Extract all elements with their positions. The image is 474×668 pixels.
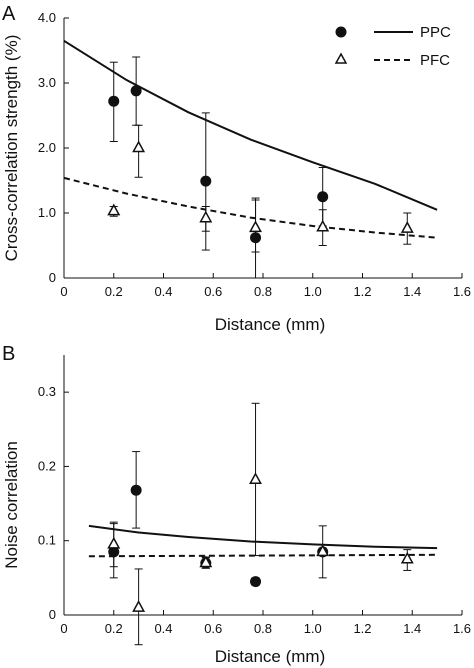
y-tick-label: 0.2 <box>38 458 56 473</box>
x-tick-label: 0.4 <box>154 621 172 636</box>
y-tick-label: 3.0 <box>38 75 56 90</box>
data-point-pfc <box>316 544 330 557</box>
legend-label-pfc: PFC <box>420 52 450 69</box>
x-tick-label: 1.4 <box>403 284 421 299</box>
fit-line-pfc <box>88 553 438 558</box>
data-point-pfc <box>132 600 146 612</box>
x-tick-label: 1.2 <box>353 284 371 299</box>
x-tick-label: 0.8 <box>254 284 272 299</box>
legend: PPC PFC <box>334 24 451 69</box>
axis-label-x-b: Distance (mm) <box>215 647 326 666</box>
data-point-pfc <box>199 210 213 223</box>
y-tick-label: 0 <box>49 270 56 285</box>
x-tick-label: 0.6 <box>204 284 222 299</box>
x-tick-label: 1.0 <box>304 621 322 636</box>
y-tick-label: 0.3 <box>38 384 56 399</box>
x-tick-label: 0.4 <box>154 284 172 299</box>
legend-marker-ppc <box>335 26 347 38</box>
fit-line-ppc <box>63 39 438 211</box>
y-tick-label: 4.0 <box>38 10 56 25</box>
x-tick-label: 1.6 <box>453 284 471 299</box>
x-tick-label: 0.2 <box>105 284 123 299</box>
legend-marker-pfc <box>334 52 348 64</box>
x-tick-label: 1.4 <box>403 621 421 636</box>
panel-label-a: A <box>2 3 16 25</box>
x-tick-label: 0.8 <box>254 621 272 636</box>
fit-line-pfc <box>63 176 438 239</box>
data-point-pfc <box>316 219 330 232</box>
data-point-pfc <box>107 536 121 549</box>
plot-area-a: 0 0.2 0.4 0.6 0.8 1.0 1.2 1.4 1.6 0 1.0 2.0 3.0 4.0 <box>38 10 471 299</box>
data-point-ppc <box>108 95 120 107</box>
x-tick-label: 1.6 <box>453 621 471 636</box>
data-point-ppc <box>130 85 142 97</box>
x-tick-label: 0 <box>60 621 67 636</box>
axis-label-y-b: Noise correlation <box>2 441 21 569</box>
y-tick-label: 2.0 <box>38 140 56 155</box>
panel-label-b: B <box>2 343 15 365</box>
y-tick-label: 0.1 <box>38 533 56 548</box>
data-point-pfc <box>249 472 262 485</box>
data-point-ppc <box>250 576 262 588</box>
data-point-pfc <box>107 203 121 216</box>
data-point-pfc <box>249 220 262 233</box>
axis-label-x-a: Distance (mm) <box>215 315 326 334</box>
data-point-pfc <box>199 555 213 568</box>
axis-label-y-a: Cross-correlation strength (%) <box>2 35 21 262</box>
data-point-ppc <box>200 175 212 187</box>
fit-line-ppc <box>88 524 438 550</box>
x-tick-label: 0.2 <box>105 621 123 636</box>
plot-area-b: 0 0.2 0.4 0.6 0.8 1.0 1.2 1.4 1.6 0 0.1 0.2 0.3 <box>38 355 471 646</box>
data-point-ppc <box>130 484 142 496</box>
x-tick-label: 0.6 <box>204 621 222 636</box>
y-tick-label: 1.0 <box>38 205 56 220</box>
data-point-pfc <box>400 221 414 233</box>
y-tick-label: 0 <box>49 607 56 622</box>
data-point-pfc <box>132 140 146 153</box>
legend-label-ppc: PPC <box>420 24 451 41</box>
x-tick-label: 1.2 <box>353 621 371 636</box>
x-tick-label: 0 <box>60 284 67 299</box>
data-point-ppc <box>317 191 329 203</box>
data-point-pfc <box>400 551 414 564</box>
x-tick-label: 1.0 <box>304 284 322 299</box>
